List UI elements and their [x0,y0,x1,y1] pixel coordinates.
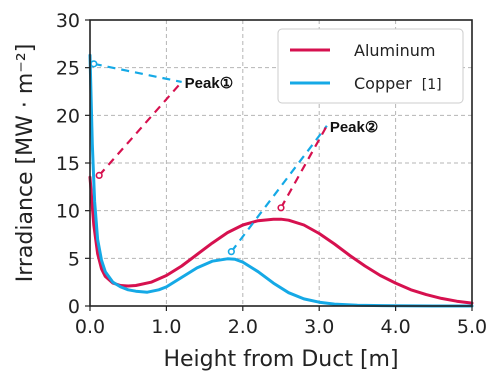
legend-label-copper: Copper [1] [354,74,442,93]
tick-labels: 0.0 1.0 2.0 3.0 4.0 5.0 0 5 10 15 20 25 30 [56,10,487,338]
x-tick-label: 1.0 [151,316,181,338]
annotation-label-peak-2: Peak② [330,119,378,136]
legend-label-copper-name: Copper [354,74,412,93]
annotation-leader-aluminum [280,125,328,209]
y-axis-label: Irradiance [MW · m⁻²] [13,44,38,283]
x-axis-label: Height from Duct [m] [163,347,398,372]
x-tick-label: 2.0 [228,316,258,338]
y-tick-label: 30 [56,10,80,32]
annotation-marker-aluminum [277,204,285,212]
annotation-leader-copper [93,62,182,84]
x-tick-label: 0.0 [75,316,105,338]
y-tick-label: 10 [56,201,80,223]
annotation-leader-copper [230,125,328,253]
annotation-marker-copper [90,60,98,68]
legend-label-copper-ref: [1] [422,77,442,93]
x-tick-label: 3.0 [304,316,334,338]
legend-label-aluminum: Aluminum [354,41,435,60]
y-tick-label: 0 [68,296,80,318]
y-tick-label: 15 [56,153,80,175]
annotation-marker-aluminum [95,171,103,179]
x-tick-label: 5.0 [457,316,487,338]
x-tick-label: 4.0 [380,316,410,338]
y-tick-label: 5 [68,248,80,270]
legend: Aluminum Copper [1] [277,28,464,104]
annotation-layer: Peak① Peak② [90,60,378,256]
y-tick-label: 20 [56,105,80,127]
annotation-marker-copper [227,248,235,256]
annotation-leader-aluminum [98,81,183,177]
series-line-copper [88,53,474,308]
y-tick-label: 25 [56,58,80,80]
series-layer [88,53,474,308]
annotation-label-peak-1: Peak① [185,75,233,92]
